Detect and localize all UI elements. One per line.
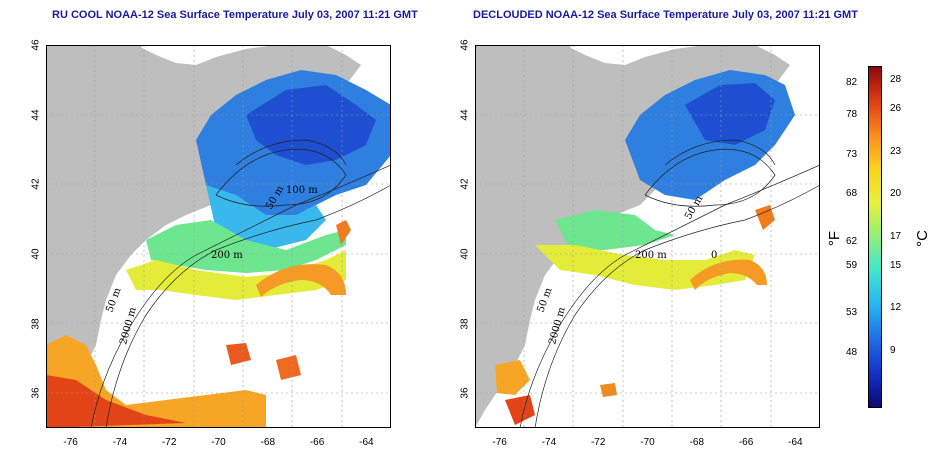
celsius-tick: 28 — [890, 74, 902, 86]
contour-label-200m: 200 m — [211, 250, 243, 261]
sst-warm-south — [495, 360, 530, 395]
left-sst-map: 50 m 100 m 200 m 2000 m 50 m — [46, 45, 391, 428]
contour-label-200m: 200 m — [635, 250, 667, 261]
celsius-tick: 9 — [890, 345, 896, 356]
celsius-tick: 20 — [890, 188, 902, 200]
sst-green-band — [146, 220, 346, 273]
sst-yellow-band — [126, 250, 346, 300]
land-mass — [46, 45, 361, 428]
left-lon-tick: -72 — [161, 437, 177, 448]
left-lat-tick: 36 — [30, 387, 42, 399]
left-lat-tick: 38 — [30, 317, 42, 330]
land-mass — [475, 45, 790, 428]
right-lat-tick: 44 — [459, 109, 471, 121]
left-lat-tick: 40 — [30, 248, 42, 260]
celsius-unit-label: °C — [913, 230, 931, 247]
grid-lines — [475, 45, 820, 428]
celsius-tick: 23 — [890, 145, 902, 157]
sst-coldest-region — [685, 83, 775, 145]
right-map-title: DECLOUDED NOAA-12 Sea Surface Temperatur… — [473, 9, 858, 21]
sst-green-band — [555, 210, 675, 250]
right-sst-map: 50 m 200 m 2000 m 50 m 0 — [475, 45, 820, 428]
celsius-tick: 12 — [890, 302, 902, 314]
left-lat-tick: 42 — [30, 178, 42, 190]
right-lon-tick: -70 — [640, 437, 655, 448]
fahrenheit-tick: 59 — [846, 259, 858, 271]
fahrenheit-tick: 82 — [846, 77, 858, 89]
fahrenheit-tick: 53 — [846, 307, 858, 318]
celsius-tick: 17 — [890, 231, 902, 242]
gulf-stream — [690, 259, 767, 290]
right-lon-tick: -64 — [788, 437, 803, 448]
left-lon-tick: -66 — [309, 437, 325, 448]
fahrenheit-tick: 78 — [846, 109, 858, 121]
right-lat-tick: 42 — [459, 178, 471, 190]
map-frame — [46, 45, 391, 428]
right-lon-tick: -66 — [738, 437, 754, 448]
fahrenheit-unit-label: °F — [826, 230, 844, 247]
fahrenheit-tick: 73 — [846, 148, 858, 160]
right-lon-tick: -74 — [541, 437, 557, 448]
right-lat-tick: 40 — [459, 248, 471, 260]
gulf-stream — [256, 264, 346, 297]
bathymetry-contours — [90, 139, 391, 428]
left-lat-tick: 46 — [30, 39, 42, 51]
left-lon-tick: -64 — [359, 437, 374, 448]
grid-lines — [46, 45, 391, 428]
left-lat-tick: 44 — [30, 109, 42, 121]
contour-label-100m: 100 m — [286, 185, 318, 196]
right-lat-tick: 46 — [459, 39, 471, 51]
fahrenheit-tick: 48 — [846, 346, 858, 358]
right-lat-tick: 38 — [459, 317, 471, 330]
fahrenheit-tick: 62 — [846, 235, 858, 247]
celsius-tick: 15 — [890, 259, 902, 271]
map-frame — [475, 45, 820, 428]
temperature-colorbar — [868, 66, 882, 408]
left-map-title: RU COOL NOAA-12 Sea Surface Temperature … — [52, 9, 418, 21]
left-lon-tick: -74 — [112, 437, 128, 448]
right-lon-tick: -76 — [492, 437, 507, 448]
fahrenheit-tick: 68 — [846, 188, 858, 200]
right-lon-tick: -68 — [689, 437, 705, 448]
sst-cyan-region — [206, 185, 326, 250]
right-lon-tick: -72 — [590, 437, 606, 448]
bathymetry-contours — [519, 139, 820, 428]
sst-coldest-region — [246, 85, 376, 165]
celsius-tick: 26 — [890, 102, 902, 114]
contour-label-zero: 0 — [711, 250, 717, 261]
left-lon-tick: -68 — [260, 437, 276, 448]
left-lon-tick: -70 — [211, 437, 226, 448]
right-lat-tick: 36 — [459, 387, 471, 399]
left-lon-tick: -76 — [63, 437, 78, 448]
